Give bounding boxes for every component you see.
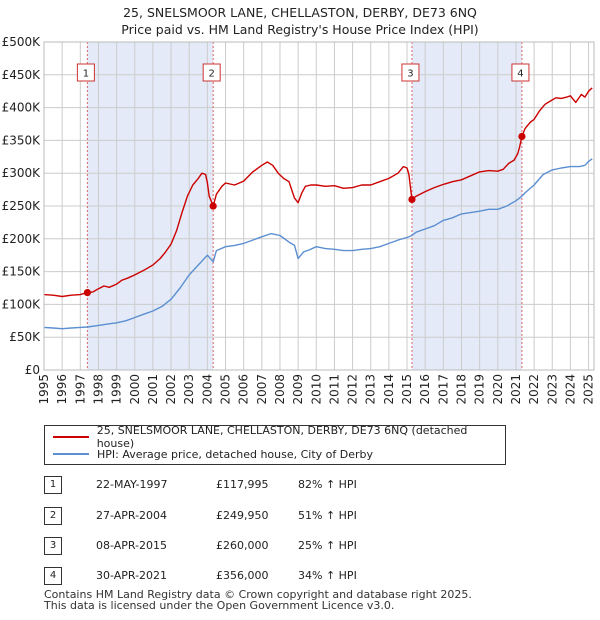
x-tick-label: 2004: [200, 374, 214, 405]
x-tick-label: 2013: [364, 374, 378, 405]
annotation-label: 2: [208, 69, 214, 80]
x-tick-label: 2018: [454, 374, 468, 405]
legend-item-hpi: HPI: Average price, detached house, City…: [53, 445, 373, 463]
sale-price: £117,995: [216, 478, 269, 491]
sale-hpi-diff: 51% ↑ HPI: [298, 509, 357, 522]
y-tick-label: £500K: [2, 35, 42, 49]
sale-price: £249,950: [216, 509, 269, 522]
x-tick-label: 2006: [237, 374, 251, 405]
sale-point: [209, 202, 217, 210]
x-tick-label: 2010: [309, 374, 323, 405]
x-tick-label: 1996: [55, 374, 69, 405]
sale-price: £356,000: [216, 569, 269, 582]
sale-point: [83, 288, 91, 297]
x-tick-label: 2014: [382, 374, 396, 405]
x-tick-label: 2000: [128, 374, 142, 405]
legend-label-hpi: HPI: Average price, detached house, City…: [97, 447, 374, 461]
x-tick-label: 2025: [582, 374, 596, 405]
y-tick-label: £150K: [2, 265, 42, 279]
hpi-line: [43, 158, 593, 330]
sale-date: 27-APR-2004: [96, 509, 168, 522]
y-tick-label: £0: [25, 363, 40, 377]
legend-swatch-hpi: [53, 453, 89, 455]
sale-row: 4 30-APR-2021 £356,000 34% ↑ HPI: [44, 567, 564, 587]
x-tick-label: 2015: [400, 374, 414, 405]
y-tick-label: £250K: [2, 199, 42, 213]
x-tick-label: 1995: [37, 374, 51, 405]
sale-point: [408, 195, 416, 204]
y-tick-label: £400K: [2, 101, 42, 115]
legend-item-property: 25, SNELSMOOR LANE, CHELLASTON, DERBY, D…: [53, 424, 505, 450]
sale-hpi-diff: 25% ↑ HPI: [298, 539, 357, 552]
sale-row: 1 22-MAY-1997 £117,995 82% ↑ HPI: [44, 476, 564, 496]
x-tick-label: 2021: [509, 374, 523, 405]
x-tick-label: 2017: [436, 374, 450, 405]
sale-hpi-diff: 82% ↑ HPI: [298, 478, 357, 491]
footer-line-1: Contains HM Land Registry data © Crown c…: [44, 588, 472, 601]
sale-marker-badge: 4: [44, 567, 62, 585]
annotation-box: [76, 63, 95, 82]
legend-swatch-property: [53, 436, 89, 438]
sale-marker-badge: 2: [44, 507, 62, 525]
sale-date: 30-APR-2021: [96, 569, 168, 582]
x-tick-label: 2020: [491, 374, 505, 405]
sale-date: 08-APR-2015: [96, 539, 168, 552]
x-tick-label: 2024: [563, 374, 577, 405]
annotation-label: 4: [517, 69, 523, 80]
annotation-label: 1: [83, 69, 89, 80]
sale-price: £260,000: [216, 539, 269, 552]
sale-row: 3 08-APR-2015 £260,000 25% ↑ HPI: [44, 537, 564, 557]
x-tick-label: 2023: [545, 374, 559, 405]
x-tick-label: 2007: [255, 374, 269, 405]
x-tick-label: 2008: [273, 374, 287, 405]
x-tick-label: 2003: [182, 374, 196, 405]
x-tick-label: 2001: [146, 374, 160, 405]
y-tick-label: £200K: [2, 232, 42, 246]
x-tick-label: 1998: [91, 374, 105, 405]
x-tick-label: 2016: [418, 374, 432, 405]
annotation-label: 3: [407, 69, 413, 80]
sale-date: 22-MAY-1997: [96, 478, 168, 491]
x-tick-label: 2005: [219, 374, 233, 405]
x-tick-label: 2002: [164, 374, 178, 405]
y-tick-label: £50K: [9, 330, 41, 344]
x-tick-label: 2022: [527, 374, 541, 405]
sale-hpi-diff: 34% ↑ HPI: [298, 569, 357, 582]
x-tick-label: 2011: [327, 374, 341, 405]
chart-subtitle: Price paid vs. HM Land Registry's House …: [121, 22, 479, 37]
footer-line-2: This data is licensed under the Open Gov…: [44, 599, 395, 612]
legend-label-property: 25, SNELSMOOR LANE, CHELLASTON, DERBY, D…: [96, 424, 468, 450]
y-tick-label: £300K: [2, 166, 42, 180]
annotation-box: [511, 63, 530, 82]
y-tick-label: £450K: [2, 68, 42, 82]
x-tick-label: 2019: [473, 374, 487, 405]
footer-attribution: Contains HM Land Registry data © Crown c…: [44, 589, 472, 611]
y-tick-label: £100K: [2, 297, 42, 311]
price-chart: £0 £50K £100K £150K £200K £250K £300K £350K £400…: [2, 35, 596, 405]
plot-border: [43, 41, 595, 371]
chart-legend: 25, SNELSMOOR LANE, CHELLASTON, DERBY, D…: [44, 424, 506, 465]
x-tick-label: 1997: [73, 374, 87, 405]
annotation-box: [401, 63, 420, 82]
x-tick-label: 1999: [110, 374, 124, 405]
y-tick-label: £350K: [2, 133, 42, 147]
chart-title: 25, SNELSMOOR LANE, CHELLASTON, DERBY, D…: [123, 5, 477, 20]
x-tick-label: 2009: [291, 374, 305, 405]
sale-marker-badge: 3: [44, 537, 62, 555]
sale-marker-badge: 1: [44, 476, 62, 494]
annotation-box: [202, 63, 221, 82]
x-tick-label: 2012: [346, 374, 360, 405]
sale-point: [518, 132, 526, 141]
sale-row: 2 27-APR-2004 £249,950 51% ↑ HPI: [44, 507, 564, 527]
